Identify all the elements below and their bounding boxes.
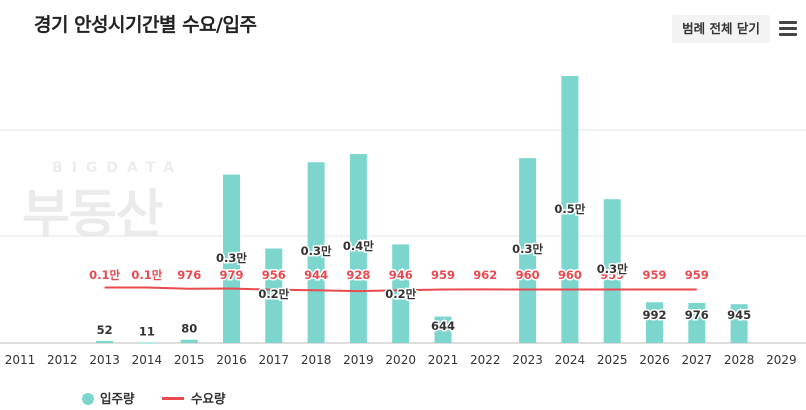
bar-supply (96, 340, 114, 343)
data-label-demand: 962 (473, 268, 497, 282)
bar-supply (519, 158, 537, 343)
data-label-supply: 945 (727, 308, 751, 322)
data-label-supply: 976 (685, 308, 709, 322)
data-label-demand: 976 (177, 268, 201, 282)
data-label-supply: 80 (181, 322, 197, 336)
x-tick-label: 2028 (724, 353, 755, 367)
legend-label-demand: 수요량 (191, 391, 226, 406)
x-tick-label: 2017 (259, 353, 290, 367)
demand-line-icon (162, 397, 184, 400)
bar-supply (561, 76, 579, 343)
chart-title: 경기 안성시기간별 수요/입주 (34, 14, 257, 36)
data-label-supply: 0.5만 (554, 202, 585, 216)
x-tick-label: 2029 (766, 353, 797, 367)
data-label-demand: 0.1만 (131, 268, 162, 282)
data-label-supply: 0.3만 (512, 242, 543, 256)
x-tick-label: 2011 (5, 353, 36, 367)
data-label-supply: 0.3만 (301, 244, 332, 258)
watermark-small-text: BIGDATA (52, 160, 184, 176)
data-label-demand: 946 (389, 268, 413, 282)
data-label-demand: 944 (304, 268, 328, 282)
legend-item-demand[interactable]: 수요량 (162, 388, 226, 407)
x-tick-label: 2020 (385, 353, 416, 367)
x-tick-label: 2025 (597, 353, 628, 367)
data-label-supply: 0.2만 (385, 287, 416, 301)
data-label-supply: 52 (97, 323, 113, 337)
data-label-supply: 0.2만 (258, 287, 289, 301)
bar-supply (688, 302, 706, 343)
bar-supply (223, 174, 240, 343)
watermark-big-text: 부동산 (22, 185, 164, 245)
legend-item-supply[interactable]: 입주량 (82, 388, 135, 407)
hamburger-menu-icon[interactable] (779, 21, 797, 36)
x-tick-label: 2021 (428, 353, 459, 367)
data-label-demand: 959 (431, 268, 455, 282)
x-tick-label: 2014 (132, 353, 163, 367)
supply-circle-icon (82, 393, 94, 405)
data-label-demand: 0.1만 (89, 268, 120, 282)
bar-supply (392, 244, 410, 343)
data-label-demand: 959 (600, 268, 624, 282)
x-tick-label: 2026 (639, 353, 670, 367)
data-label-supply: 11 (139, 325, 155, 339)
bar-supply (180, 339, 198, 343)
legend-label-supply: 입주량 (100, 391, 135, 406)
data-label-demand: 979 (219, 268, 243, 282)
x-tick-label: 2012 (47, 353, 78, 367)
watermark: BIGDATA 부동산 (22, 160, 183, 247)
bar-supply (349, 154, 367, 343)
data-label-demand: 959 (685, 268, 709, 282)
data-label-demand: 959 (642, 268, 666, 282)
data-label-supply: 0.4만 (343, 239, 374, 253)
data-label-supply: 0.3만 (597, 262, 628, 276)
x-tick-label: 2024 (555, 353, 586, 367)
x-tick-label: 2015 (174, 353, 205, 367)
x-tick-label: 2018 (301, 353, 332, 367)
x-tick-label: 2013 (89, 353, 120, 367)
bar-supply (138, 342, 156, 344)
data-label-supply: 992 (642, 308, 666, 322)
bar-supply (603, 199, 621, 343)
line-demand (104, 286, 697, 293)
data-label-demand: 960 (558, 268, 582, 282)
data-label-demand: 928 (346, 268, 370, 282)
x-tick-label: 2023 (512, 353, 543, 367)
bar-supply (646, 302, 663, 343)
bar-supply (434, 316, 452, 343)
data-label-demand: 956 (262, 268, 286, 282)
bar-supply (265, 248, 283, 343)
x-tick-label: 2019 (343, 353, 374, 367)
data-label-supply: 644 (431, 319, 455, 333)
bar-supply (730, 304, 748, 343)
data-label-supply: 0.3만 (216, 251, 247, 265)
data-label-demand: 960 (516, 268, 540, 282)
x-tick-label: 2027 (682, 353, 713, 367)
legend-toggle-button[interactable]: 범례 전체 닫기 (672, 15, 770, 43)
x-tick-label: 2022 (470, 353, 501, 367)
x-tick-label: 2016 (216, 353, 247, 367)
bar-supply (307, 162, 325, 343)
